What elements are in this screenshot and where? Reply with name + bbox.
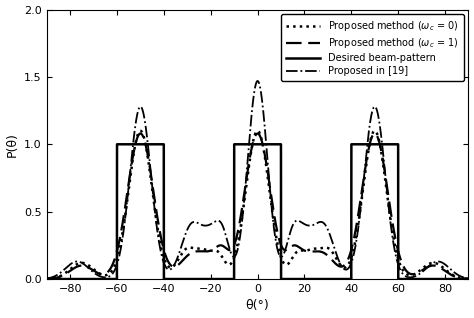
X-axis label: θ(°): θ(°) (246, 300, 269, 313)
Legend: Proposed method ($\omega_c$ = 0), Proposed method ($\omega_c$ = 1), Desired beam: Proposed method ($\omega_c$ = 0), Propos… (282, 14, 464, 81)
Y-axis label: P(θ): P(θ) (6, 132, 18, 157)
